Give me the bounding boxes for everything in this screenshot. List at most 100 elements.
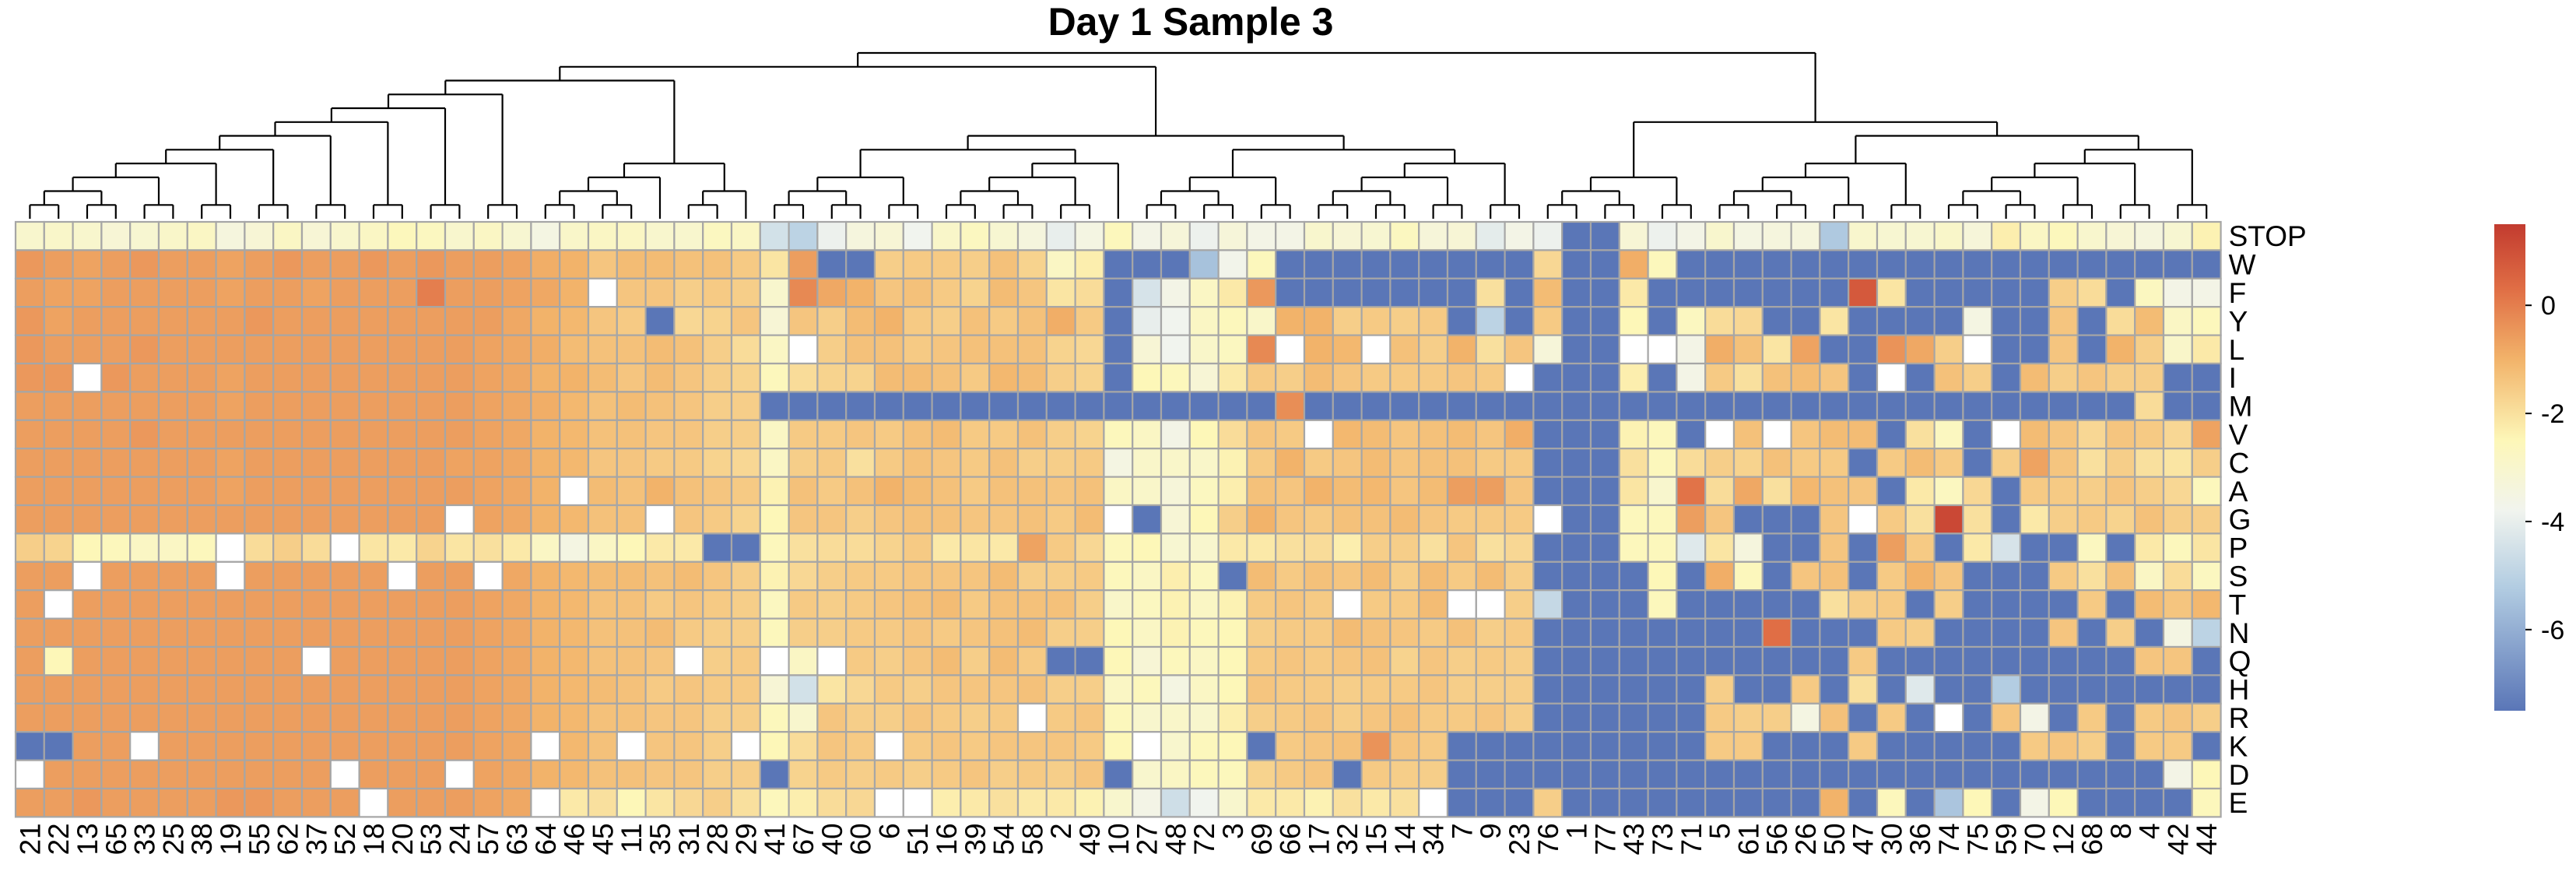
- heatmap-cell: [931, 589, 962, 620]
- heatmap-cell: [960, 645, 991, 676]
- row-label: A: [2229, 476, 2248, 508]
- heatmap-cell: [1561, 645, 1592, 676]
- column-label: 36: [1904, 823, 1936, 855]
- heatmap-cell: [2019, 532, 2050, 563]
- heatmap-cell: [2162, 391, 2193, 421]
- heatmap-cell: [416, 448, 447, 478]
- heatmap-cell: [358, 759, 389, 790]
- heatmap-cell: [272, 419, 304, 450]
- heatmap-cell: [673, 560, 704, 592]
- heatmap-cell: [988, 476, 1020, 507]
- heatmap-cell: [1848, 504, 1879, 535]
- heatmap-cell: [845, 504, 876, 535]
- column-label: 2: [1045, 823, 1077, 839]
- heatmap-cell: [1904, 617, 1936, 648]
- heatmap-cell: [358, 645, 389, 676]
- heatmap-cell: [1275, 759, 1306, 790]
- heatmap-cell: [1332, 419, 1363, 450]
- heatmap-cell: [1991, 532, 2022, 563]
- heatmap-cell: [1246, 277, 1277, 308]
- heatmap-cell: [1848, 759, 1879, 790]
- heatmap-cell: [702, 759, 733, 790]
- column-label: 18: [358, 823, 390, 855]
- heatmap-cell: [1188, 220, 1220, 251]
- heatmap-cell: [730, 249, 761, 279]
- heatmap-cell: [1819, 362, 1850, 393]
- heatmap-cell: [2162, 220, 2193, 251]
- heatmap-cell: [1418, 249, 1449, 279]
- column-label: 7: [1446, 823, 1478, 839]
- heatmap-cell: [1303, 532, 1334, 563]
- heatmap-cell: [100, 220, 132, 251]
- heatmap-cell: [1446, 645, 1477, 676]
- heatmap-cell: [1732, 560, 1764, 592]
- heatmap-cell: [2191, 362, 2222, 393]
- heatmap-cell: [759, 391, 790, 421]
- heatmap-cell: [1446, 532, 1477, 563]
- heatmap-cell: [472, 674, 504, 705]
- heatmap-cell: [444, 617, 475, 648]
- heatmap-cell: [2191, 277, 2222, 308]
- heatmap-cell: [1446, 391, 1477, 421]
- heatmap-cell: [2162, 249, 2193, 279]
- heatmap-cell: [2134, 277, 2165, 308]
- heatmap-cell: [1647, 362, 1678, 393]
- heatmap-cell: [387, 419, 418, 450]
- heatmap-cell: [2162, 617, 2193, 648]
- heatmap-cell: [186, 220, 217, 251]
- heatmap-cell: [1389, 532, 1420, 563]
- heatmap-cell: [14, 504, 45, 535]
- heatmap-cell: [845, 249, 876, 279]
- row-label: N: [2229, 617, 2250, 649]
- row-label: Y: [2229, 305, 2248, 337]
- heatmap-cell: [1389, 645, 1420, 676]
- heatmap-cell: [931, 645, 962, 676]
- heatmap-cell: [1676, 419, 1707, 450]
- heatmap-cell: [329, 645, 360, 676]
- heatmap-cell: [43, 645, 74, 676]
- heatmap-cell: [2134, 504, 2165, 535]
- heatmap-cell: [1074, 306, 1105, 336]
- heatmap-cell: [816, 560, 848, 592]
- heatmap-cell: [616, 391, 647, 421]
- heatmap-cell: [1676, 731, 1707, 761]
- heatmap-cell: [2191, 702, 2222, 733]
- heatmap-cell: [1275, 617, 1306, 648]
- heatmap-cell: [244, 448, 275, 478]
- heatmap-cell: [1074, 645, 1105, 676]
- heatmap-cell: [1647, 448, 1678, 478]
- heatmap-cell: [1848, 306, 1879, 336]
- heatmap-cell: [730, 617, 761, 648]
- heatmap-cell: [1704, 476, 1735, 507]
- heatmap-cell: [2019, 277, 2050, 308]
- heatmap-cell: [1360, 277, 1392, 308]
- heatmap-cell: [1103, 249, 1134, 279]
- heatmap-cell: [1504, 220, 1535, 251]
- heatmap-cell: [1790, 476, 1821, 507]
- heatmap-cell: [988, 362, 1020, 393]
- heatmap-cell: [673, 448, 704, 478]
- column-label: 58: [1016, 823, 1048, 855]
- heatmap-cell: [759, 504, 790, 535]
- heatmap-cell: [2019, 334, 2050, 365]
- heatmap-cell: [1532, 476, 1563, 507]
- heatmap-cell: [902, 419, 933, 450]
- heatmap-cell: [2048, 419, 2079, 450]
- heatmap-cell: [616, 759, 647, 790]
- heatmap-cell: [244, 277, 275, 308]
- heatmap-cell: [759, 277, 790, 308]
- heatmap-cell: [1848, 277, 1879, 308]
- heatmap-cell: [358, 277, 389, 308]
- heatmap-cell: [988, 306, 1020, 336]
- heatmap-cell: [1732, 277, 1764, 308]
- heatmap-cell: [215, 448, 246, 478]
- heatmap-cell: [788, 391, 819, 421]
- heatmap-cell: [2134, 391, 2165, 421]
- heatmap-cell: [244, 787, 275, 818]
- legend-tick-label: -6: [2541, 616, 2564, 645]
- heatmap-cell: [2191, 759, 2222, 790]
- heatmap-cell: [129, 759, 160, 790]
- heatmap-cell: [1103, 702, 1134, 733]
- heatmap-cell: [673, 787, 704, 818]
- heatmap-cell: [2191, 731, 2222, 761]
